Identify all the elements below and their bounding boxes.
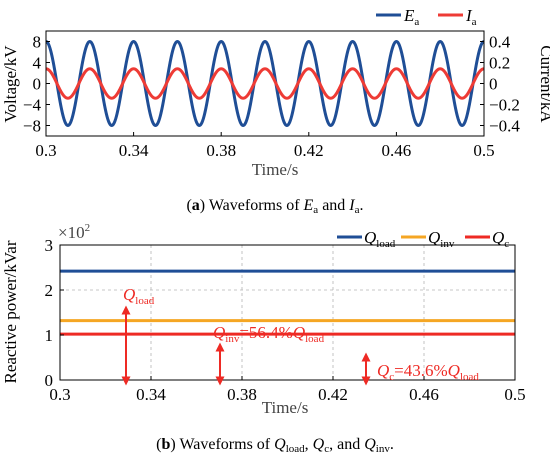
y-right-tick-label: 0 [489,75,498,94]
chart-b-grid [59,244,516,381]
chart-b-x-ticks: 0.3 0.34 0.38 0.42 0.46 0.5 [49,376,526,404]
x-tick-label: 0.38 [206,141,236,160]
chart-b-frame [59,244,516,381]
x-tick-label: 0.3 [49,385,70,404]
legend-label-Ia: Ia [465,6,477,28]
chart-b: 0.3 0.34 0.38 0.42 0.46 0.5 3 2 1 0 Time/s React… [1,222,526,455]
legend-label-Qinv: Qinv [428,228,455,250]
y-tick-label: 0 [33,75,42,94]
chart-b-legend: Qload Qinv Qc [337,228,509,250]
chart-b-caption: (b) Waveforms of Qload, Qc, and Qinv. [156,436,394,455]
y-tick-label: 2 [45,281,54,300]
chart-a-y-ticks: 8 4 0 −4 −8 [23,33,50,136]
x-tick-label: 0.5 [473,141,494,160]
chart-a-x-ticks: 0.3 0.34 0.38 0.42 0.46 0.5 [35,132,495,160]
annotation-qinv: Qinv=56.4%Qload [213,323,325,345]
chart-b-xlabel: Time/s [262,398,309,417]
chart-a-series [45,39,485,128]
x-tick-label: 0.34 [136,385,166,404]
y-tick-label: 4 [33,54,42,73]
chart-a: 0.3 0.34 0.38 0.42 0.46 0.5 8 4 0 −4 −8 0.4 0.2 0 −0… [1,6,550,216]
x-tick-label: 0.42 [318,385,348,404]
chart-a-caption: (a) Waveforms of Ea and Ia. [186,197,363,216]
y-tick-label: 8 [33,33,42,52]
chart-a-ylabel-right: Current/kA [537,45,550,123]
y-right-tick-label: 0.2 [489,54,510,73]
y-tick-label: 0 [45,371,54,390]
chart-b-series [60,269,515,336]
y-tick-label: 1 [45,326,54,345]
chart-a-y-right-ticks: 0.4 0.2 0 −0.2 −0.4 [480,33,520,136]
x-tick-label: 0.46 [382,141,412,160]
x-tick-label: 0.46 [409,385,439,404]
x-tick-label: 0.38 [227,385,257,404]
series-line-Ea [45,39,485,128]
chart-b-y-ticks: 3 2 1 0 [45,236,64,390]
x-tick-label: 0.42 [294,141,324,160]
y-right-tick-label: 0.4 [489,33,511,52]
chart-b-annotations: Qload Qinv=56.4%Qload Qc=43.6%Qload [121,285,479,386]
legend-label-Ea: Ea [403,6,419,28]
x-tick-label: 0.3 [35,141,56,160]
x-tick-label: 0.34 [119,141,149,160]
x-tick-label: 0.5 [504,385,525,404]
chart-a-frame [45,30,485,137]
chart-a-ylabel: Voltage/kV [1,45,20,123]
chart-b-y-multiplier: ×102 [58,222,90,242]
annotation-qc: Qc=43.6%Qload [377,361,479,383]
y-right-tick-label: −0.4 [489,117,520,136]
chart-b-ylabel: Reactive power/kVar [1,240,20,383]
y-tick-label: −4 [23,96,42,115]
annotation-qload: Qload [123,285,155,307]
chart-a-xlabel: Time/s [252,160,299,179]
legend-label-Qload: Qload [364,228,396,250]
y-right-tick-label: −0.2 [489,96,520,115]
y-tick-label: −8 [23,117,41,136]
series-line-Ia [45,67,485,100]
y-tick-label: 3 [45,236,54,255]
legend-label-Qc: Qc [492,228,509,250]
chart-a-legend: Ea Ia [376,6,477,28]
